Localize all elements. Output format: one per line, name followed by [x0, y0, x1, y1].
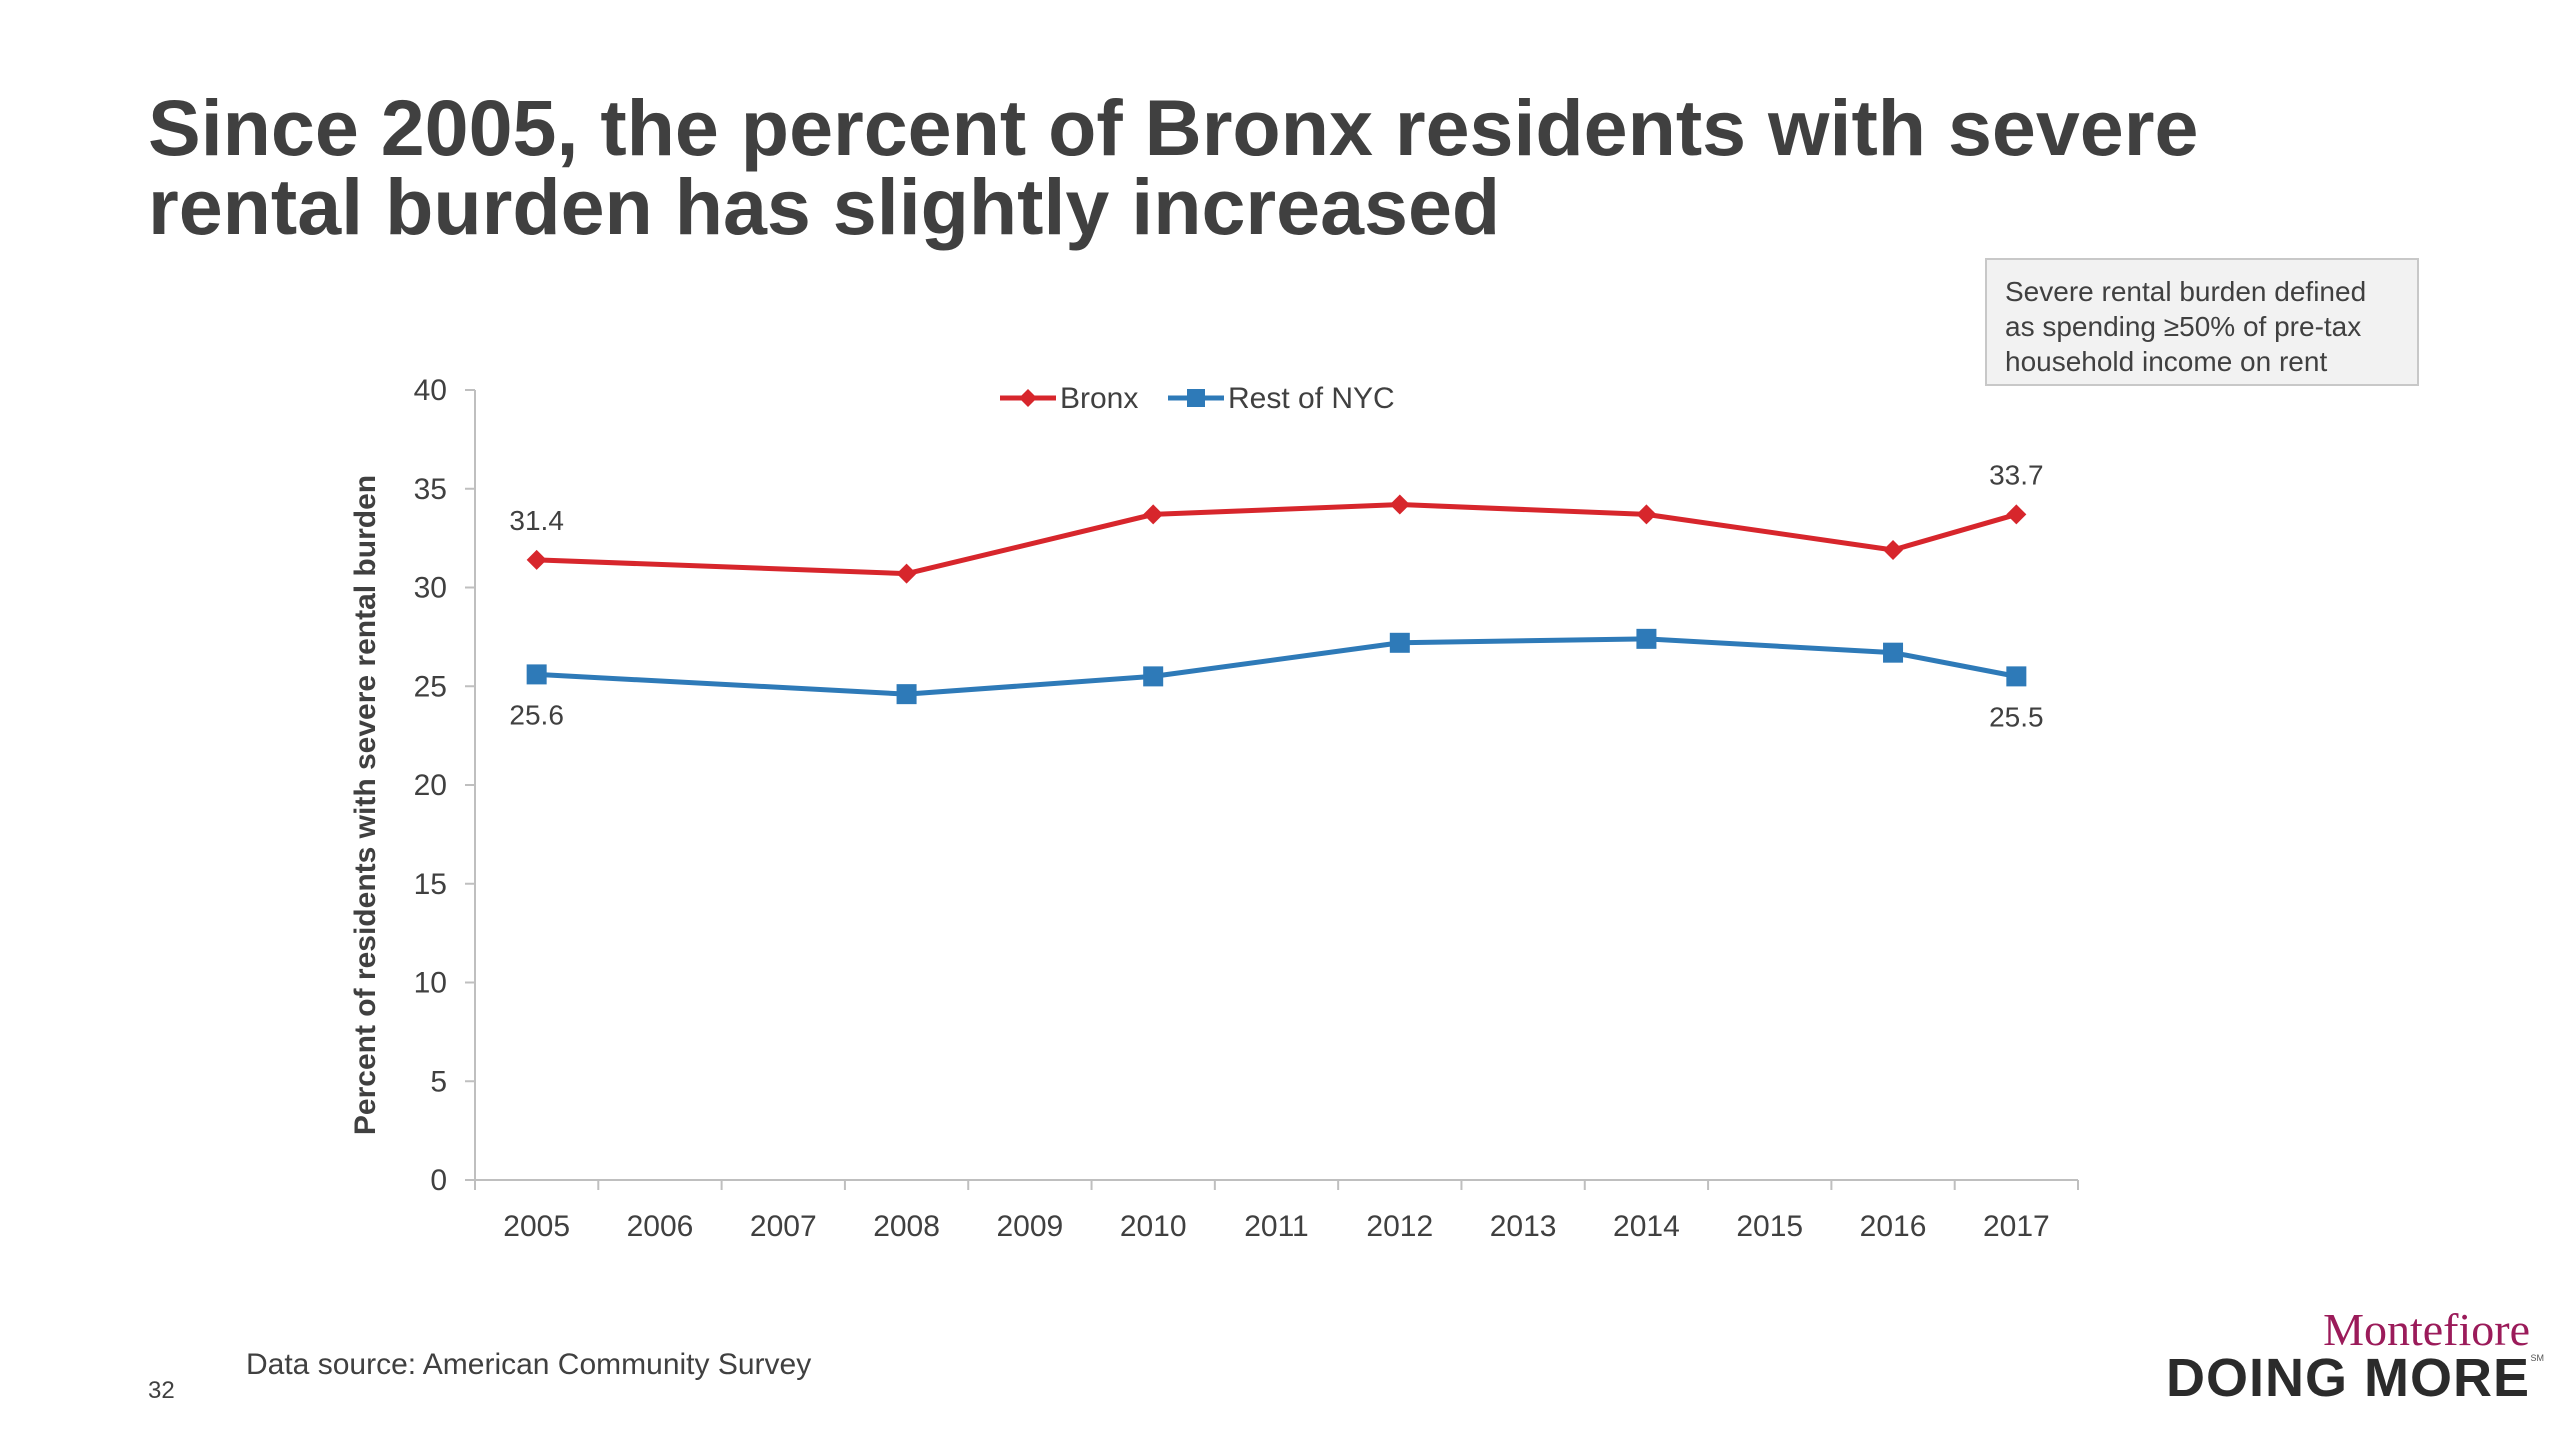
data-point-bronx: [1143, 504, 1164, 525]
x-tick-label: 2014: [1613, 1210, 1680, 1243]
x-tick-label: 2013: [1490, 1210, 1557, 1243]
data-label: 33.7: [1989, 459, 2044, 490]
x-tick-label: 2007: [750, 1210, 817, 1243]
data-point-rest-of-nyc: [1636, 628, 1657, 649]
x-tick-label: 2006: [627, 1210, 694, 1243]
y-tick-label: 15: [414, 868, 447, 901]
note-line-2: as spending ≥50% of pre-tax: [2005, 311, 2362, 342]
y-tick-label: 10: [414, 967, 447, 1000]
y-tick-label: 0: [430, 1164, 447, 1197]
data-point-bronx: [2006, 504, 2027, 525]
title-line-2: rental burden has slightly increased: [148, 162, 1501, 251]
definition-note: Severe rental burden defined as spending…: [1985, 258, 2419, 386]
x-tick-label: 2005: [503, 1210, 570, 1243]
data-point-bronx: [896, 563, 917, 584]
logo-wordmark: Montefiore: [2323, 1304, 2530, 1355]
data-point-rest-of-nyc: [1143, 666, 1164, 687]
y-tick-label: 5: [430, 1065, 447, 1098]
y-tick-label: 20: [414, 769, 447, 802]
x-tick-label: 2017: [1983, 1210, 2050, 1243]
series-line-rest-of-nyc: [536, 636, 2017, 697]
y-axis-title: Percent of residents with severe rental …: [349, 475, 382, 1135]
note-line-3: household income on rent: [2005, 346, 2328, 377]
data-point-bronx: [1636, 504, 1657, 525]
title-line-1: Since 2005, the percent of Bronx residen…: [148, 83, 2199, 172]
data-point-rest-of-nyc: [896, 684, 917, 705]
legend-label-rest-of-nyc: Rest of NYC: [1228, 382, 1395, 415]
data-point-bronx: [526, 549, 547, 570]
y-tick-label: 35: [414, 473, 447, 506]
y-tick-label: 40: [414, 374, 447, 407]
legend-marker-rest-of-nyc: [1187, 389, 1205, 407]
legend-label-bronx: Bronx: [1060, 382, 1138, 415]
y-tick-label: 25: [414, 670, 447, 703]
logo-service-mark: SM: [2530, 1353, 2545, 1363]
slide-title: Since 2005, the percent of Bronx residen…: [148, 88, 2448, 246]
data-point-bronx: [1389, 494, 1410, 515]
montefiore-logo: Montefiore DOING MORE SM: [2150, 1303, 2544, 1408]
data-point-rest-of-nyc: [2006, 666, 2027, 687]
data-point-rest-of-nyc: [526, 664, 547, 685]
x-tick-label: 2016: [1860, 1210, 1927, 1243]
data-label: 25.5: [1989, 701, 2044, 732]
page-number: 32: [148, 1377, 175, 1404]
logo-tagline: DOING MORE: [2165, 1348, 2530, 1408]
data-point-rest-of-nyc: [1389, 632, 1410, 653]
series-line-bronx: [536, 502, 2018, 577]
y-tick-label: 30: [414, 572, 447, 605]
data-label: 31.4: [509, 505, 564, 536]
x-tick-label: 2008: [873, 1210, 940, 1243]
data-point-bronx: [1883, 539, 1904, 560]
legend-marker-bronx: [1019, 389, 1037, 407]
data-label: 25.6: [509, 699, 564, 730]
x-tick-label: 2010: [1120, 1210, 1187, 1243]
note-line-1: Severe rental burden defined: [2005, 276, 2367, 307]
x-tick-label: 2012: [1366, 1210, 1433, 1243]
data-source-note: Data source: American Community Survey: [246, 1348, 812, 1381]
x-tick-label: 2009: [997, 1210, 1064, 1243]
x-tick-label: 2011: [1244, 1210, 1309, 1243]
data-point-rest-of-nyc: [1883, 642, 1904, 663]
x-tick-label: 2015: [1736, 1210, 1803, 1243]
